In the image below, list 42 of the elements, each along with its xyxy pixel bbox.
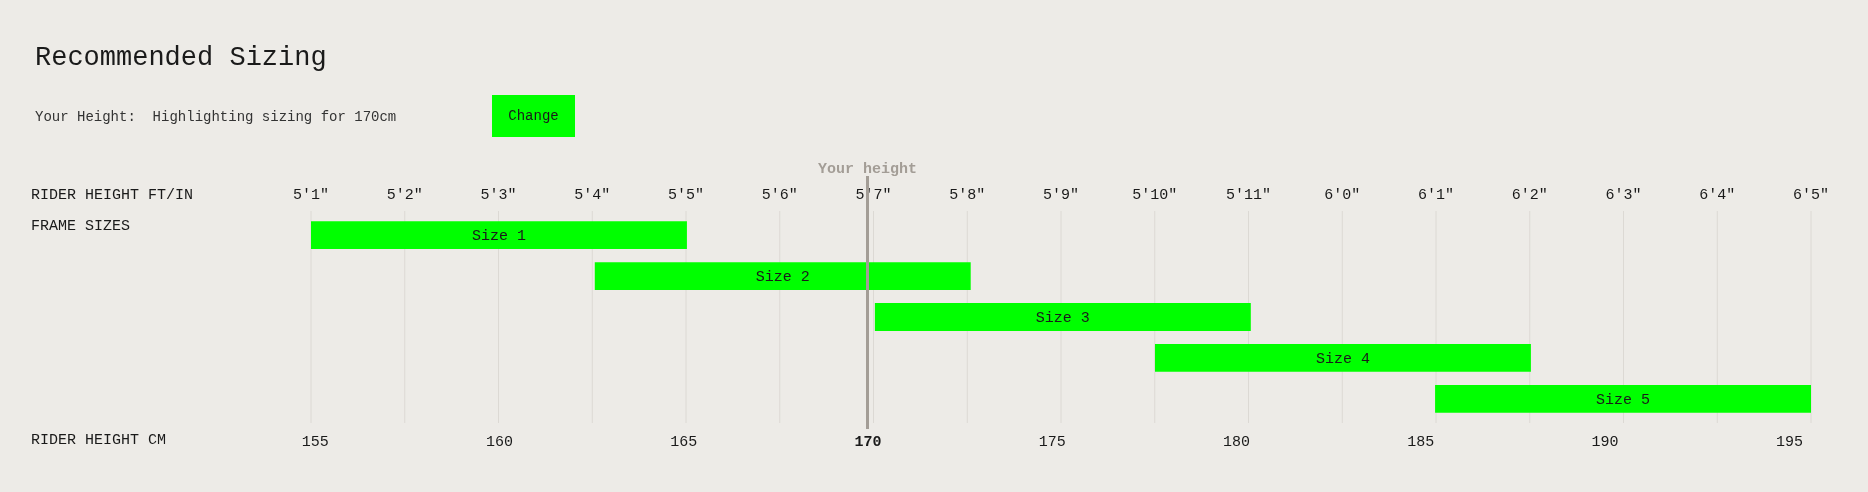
- y-tick-label: Size 5: [1596, 391, 1651, 409]
- text: 5'1": [292, 187, 330, 204]
- chart-subtitle: Your Height: Highlighting sizing for 170cm: [35, 109, 397, 125]
- y-tick-label: Size 1: [471, 228, 526, 246]
- bar: [874, 303, 1251, 331]
- ref-line-label: Your height: [818, 161, 918, 178]
- y-tick-label: Size 2: [755, 269, 810, 287]
- text: 5'5": [667, 187, 705, 204]
- text: 6'4": [1699, 187, 1736, 204]
- text: 6'1": [1417, 187, 1455, 204]
- bar: [1435, 384, 1811, 413]
- x-tick-label: 180: [1223, 433, 1251, 451]
- x-tick-label: 170: [854, 433, 882, 451]
- bar: [311, 221, 687, 250]
- text: 5'4": [574, 187, 611, 204]
- text: 5'8": [949, 187, 986, 204]
- text: 5'9": [1042, 187, 1080, 204]
- text: 5'3": [480, 187, 517, 204]
- text: 5'11": [1225, 187, 1272, 204]
- x-tick-label: 155: [301, 433, 329, 451]
- text: 6'5": [1792, 187, 1830, 204]
- x-tick-label: 165: [670, 433, 698, 451]
- y-tick-label: Size 3: [1035, 310, 1090, 327]
- text: FRAME SIZES: [31, 218, 131, 235]
- text: 5'2": [386, 187, 423, 204]
- y-tick-label: Size 4: [1315, 350, 1370, 368]
- text: Change: [508, 108, 559, 124]
- bar: [594, 262, 971, 290]
- x-tick-label: 175: [1038, 433, 1066, 451]
- text: 5'10": [1132, 187, 1178, 204]
- text: RIDER HEIGHT CM: [31, 432, 167, 449]
- x-tick-label: 185: [1407, 433, 1435, 451]
- text: 6'0": [1324, 187, 1361, 204]
- chart-title: Recommended Sizing: [35, 43, 327, 73]
- text: 6'2": [1511, 187, 1548, 204]
- text: RIDER HEIGHT FT/IN: [31, 187, 194, 204]
- text: 6'3": [1605, 187, 1642, 204]
- x-tick-label: 195: [1775, 433, 1803, 451]
- bar: [1154, 344, 1531, 372]
- x-tick-label: 190: [1591, 433, 1619, 451]
- text: 5'6": [761, 187, 798, 204]
- x-tick-label: 160: [485, 433, 513, 451]
